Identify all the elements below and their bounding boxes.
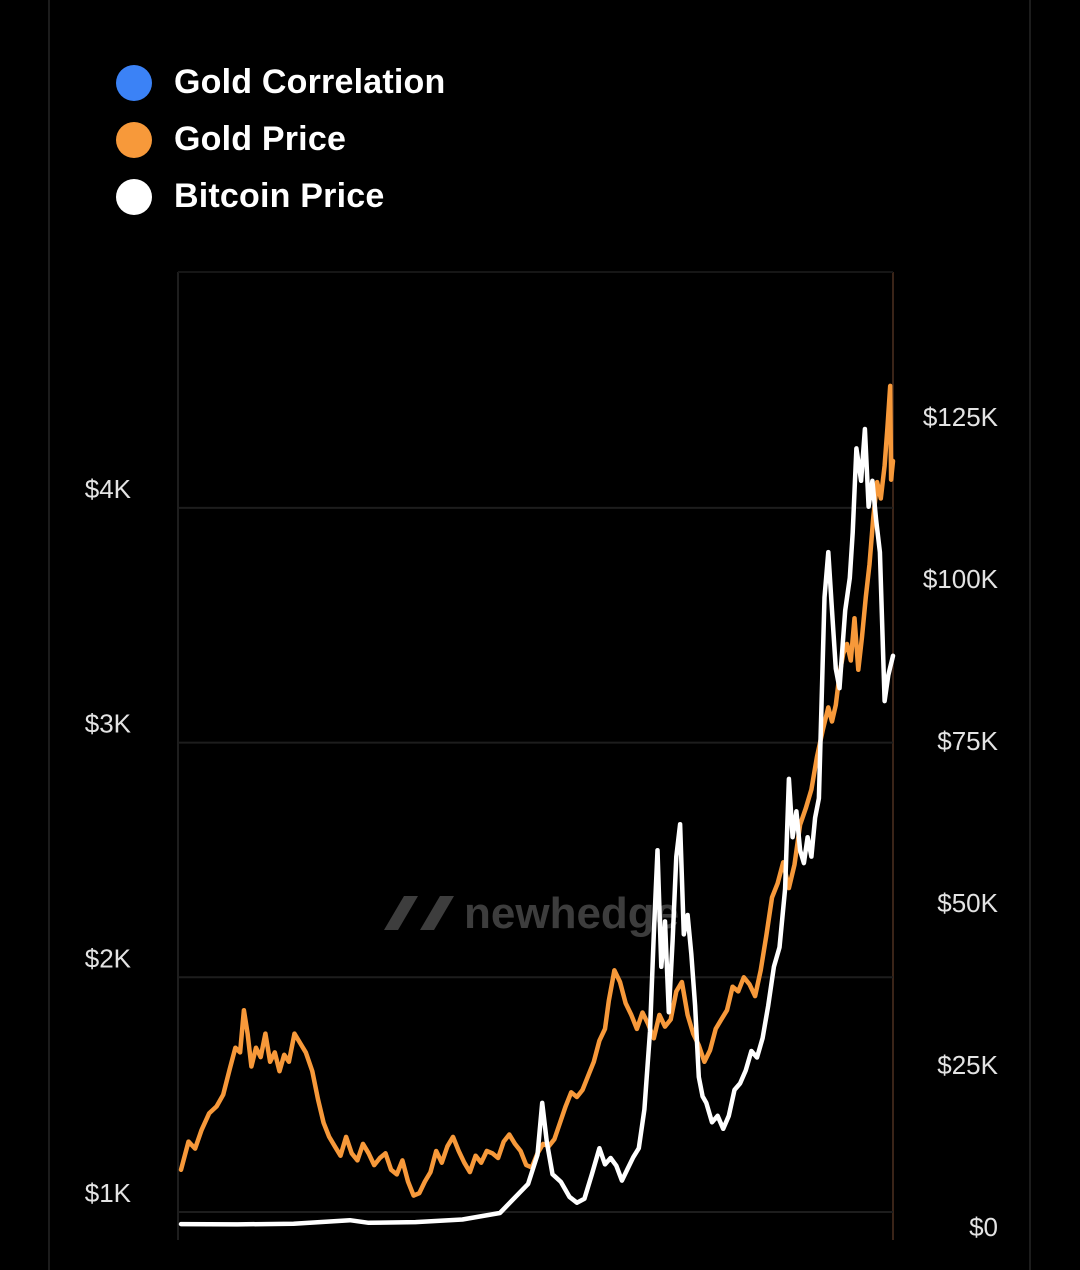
y-right-tick-label: $100K: [923, 564, 999, 594]
y-right-tick-label: $75K: [937, 726, 998, 756]
y-right-tick-label: $25K: [937, 1050, 998, 1080]
y-left-tick-label: $1K: [85, 1178, 132, 1208]
panel-right-border: [1029, 0, 1031, 1270]
legend-item-bitcoin-price[interactable]: Bitcoin Price: [116, 168, 445, 225]
newhedge-logo-icon: [384, 896, 454, 930]
y-left-tick-label: $4K: [85, 474, 132, 504]
y-left-tick-label: $3K: [85, 709, 132, 739]
legend-dot-bitcoin-price: [116, 178, 152, 215]
y-right-tick-label: $125K: [923, 402, 999, 432]
legend-label: Gold Correlation: [174, 63, 446, 101]
legend-item-gold-correlation[interactable]: Gold Correlation: [116, 54, 445, 111]
bitcoin-price-line: [178, 426, 896, 1227]
legend-item-gold-price[interactable]: Gold Price: [116, 111, 445, 168]
legend-label: Gold Price: [174, 120, 347, 158]
y-right-tick-label: $50K: [937, 888, 998, 918]
panel-left-border: [48, 0, 50, 1270]
y-right-tick-label: $0: [969, 1212, 998, 1242]
legend-label: Bitcoin Price: [174, 177, 385, 215]
y-left-tick-label: $2K: [85, 943, 132, 973]
watermark-text: newhedge: [464, 889, 679, 938]
legend: Gold Correlation Gold Price Bitcoin Pric…: [116, 54, 445, 225]
legend-dot-gold-price: [116, 121, 152, 158]
legend-dot-gold-correlation: [116, 64, 152, 101]
gold-price-line: [178, 383, 896, 1198]
